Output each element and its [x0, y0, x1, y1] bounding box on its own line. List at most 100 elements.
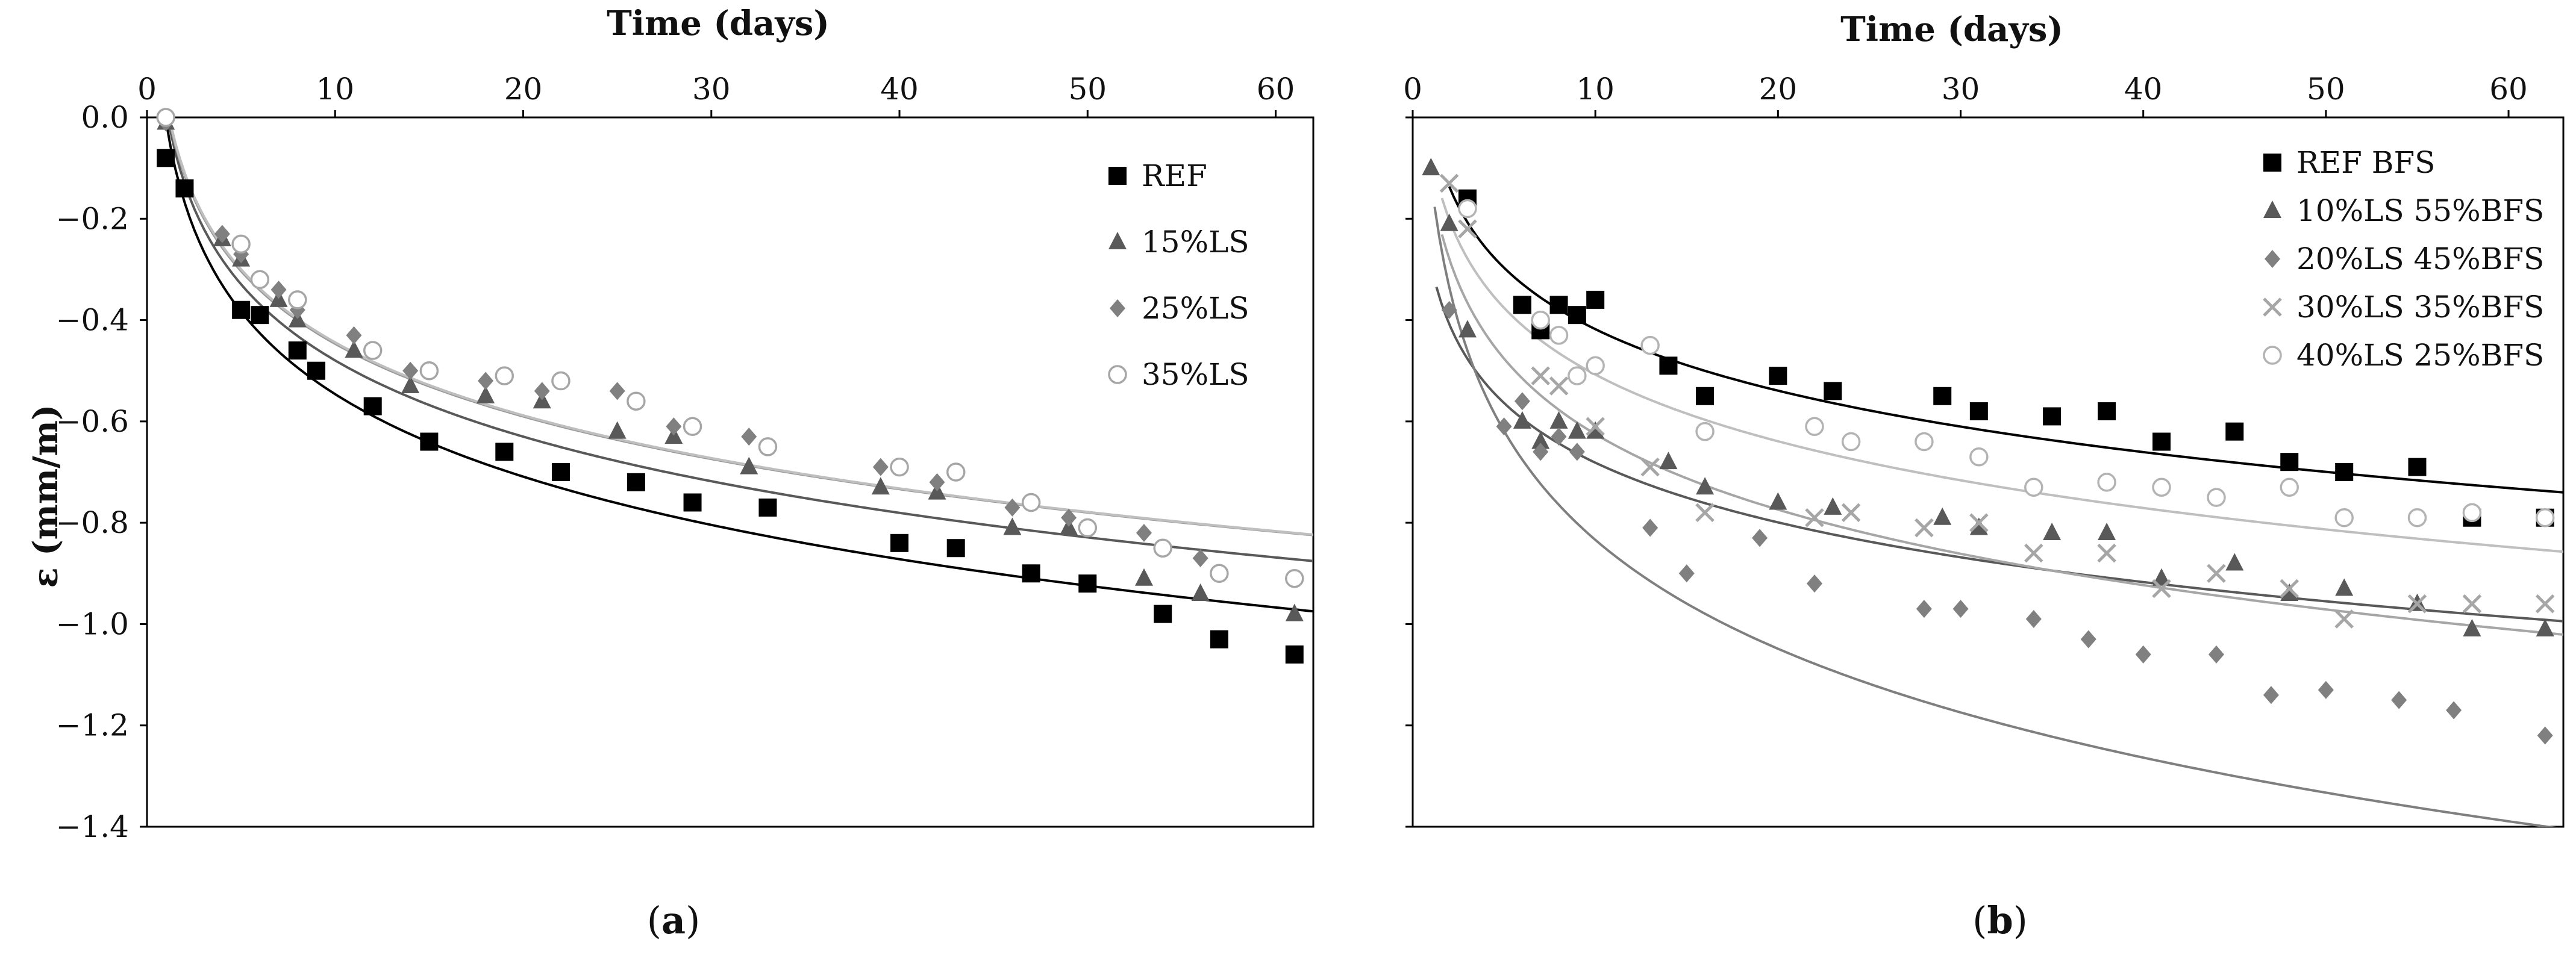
chart-a-point-35pctls — [1285, 568, 1304, 588]
chart-b-point-20pctls-45pctbfs — [1752, 529, 1768, 547]
chart-b-point-30pctls-35pctbfs — [1549, 376, 1569, 396]
chart-b-frame — [1411, 116, 2565, 828]
chart-a-point-35pctls — [890, 457, 909, 477]
chart-panel-b: 0 10 20 30 40 50 60 Time (days) REF BFS 10%LS 55%… — [1403, 10, 2565, 828]
chart-a-point-ref — [946, 539, 965, 558]
chart-a-point-ref — [890, 533, 909, 552]
chart-a-point-35pctls — [627, 391, 646, 411]
chart-b-xtick-label: 60 — [2489, 72, 2528, 107]
chart-a-series-35pctls — [156, 108, 1304, 588]
chart-a-point-25pctls — [1004, 498, 1021, 517]
chart-a-legend-marker-35pctls — [1108, 365, 1127, 384]
chart-b-point-10pctls-55pctbfs — [1769, 492, 1787, 510]
chart-b-series-30pctls-35pctbfs — [1439, 173, 2555, 629]
chart-a-point-25pctls — [1061, 508, 1077, 527]
chart-b-series-20pctls-45pctbfs — [1441, 300, 2553, 745]
chart-a-point-25pctls — [609, 382, 625, 400]
chart-b-point-30pctls-35pctbfs — [1640, 457, 1660, 477]
chart-b-point-ref-bfs — [1549, 296, 1568, 314]
chart-b-xtick-label: 20 — [1759, 72, 1798, 107]
chart-a-point-ref — [1210, 630, 1228, 649]
chart-a-point-35pctls — [551, 371, 571, 391]
chart-a-legend-label-35pctls: 35%LS — [1142, 357, 1249, 392]
chart-b-point-30pctls-35pctbfs — [2334, 609, 2354, 629]
chart-b-point-ref-bfs — [1696, 387, 1715, 405]
chart-b-legend-marker-20pctls-45pctbfs — [2265, 250, 2280, 268]
chart-a-ytick-label: −1.0 — [56, 606, 129, 641]
chart-a-point-ref — [495, 443, 514, 461]
chart-a-ytick-label: 0.0 — [81, 100, 129, 135]
chart-a-point-35pctls — [363, 341, 383, 360]
chart-b-point-10pctls-55pctbfs — [2280, 583, 2299, 601]
chart-b-point-10pctls-55pctbfs — [2043, 522, 2062, 540]
chart-b-point-30pctls-35pctbfs — [1531, 366, 1550, 385]
chart-b-point-20pctls-45pctbfs — [2391, 691, 2407, 709]
chart-a-point-25pctls — [1192, 549, 1208, 568]
chart-b-point-40pctls-25pctbfs — [1549, 326, 1569, 345]
chart-b-point-40pctls-25pctbfs — [1805, 417, 1824, 437]
chart-a-trendline-ref — [164, 119, 1313, 613]
chart-b-point-20pctls-45pctbfs — [1514, 392, 1530, 411]
chart-b-point-30pctls-35pctbfs — [1695, 503, 1715, 523]
chart-a-point-35pctls — [1153, 538, 1172, 558]
chart-a-xtick-label: 10 — [316, 72, 354, 107]
chart-a-trendline-15pctls — [166, 117, 1313, 562]
chart-a-point-35pctls — [250, 270, 270, 290]
chart-b-point-20pctls-45pctbfs — [1806, 574, 1822, 593]
chart-a-point-15pctls — [871, 477, 890, 495]
chart-b-point-20pctls-45pctbfs — [1678, 564, 1695, 583]
chart-a-legend-label-ref: REF — [1142, 158, 1207, 193]
chart-a-xtick-label: 20 — [504, 72, 543, 107]
chart-b-xtick-label: 40 — [2124, 72, 2163, 107]
chart-b-point-20pctls-45pctbfs — [1916, 600, 1932, 618]
chart-b-point-ref-bfs — [2098, 402, 2116, 421]
chart-a-point-15pctls — [345, 340, 363, 358]
chart-b-legend-marker-ref-bfs — [2263, 154, 2281, 172]
caption-a: (a) — [647, 898, 701, 942]
chart-b-point-20pctls-45pctbfs — [2263, 686, 2279, 705]
chart-a-point-15pctls — [477, 385, 495, 403]
chart-b-point-40pctls-25pctbfs — [1969, 447, 1989, 467]
chart-b-point-10pctls-55pctbfs — [1969, 517, 1988, 535]
chart-a-point-ref — [175, 179, 194, 198]
chart-b-point-30pctls-35pctbfs — [1458, 219, 1477, 238]
chart-b-point-ref-bfs — [1969, 402, 1988, 421]
chart-b-point-20pctls-45pctbfs — [2318, 680, 2334, 699]
chart-b-point-ref-bfs — [2225, 422, 2244, 441]
chart-a-point-ref — [627, 473, 645, 491]
chart-a-xtick-label: 50 — [1068, 72, 1107, 107]
chart-b-xtick-label: 30 — [1942, 72, 1980, 107]
chart-a-point-35pctls — [1078, 518, 1098, 538]
chart-b-legend-label-ref-bfs: REF BFS — [2296, 145, 2435, 180]
chart-a-ytick-label: −1.4 — [56, 809, 129, 844]
chart-b-point-ref-bfs — [2280, 453, 2299, 471]
chart-b-point-10pctls-55pctbfs — [2463, 618, 2481, 636]
chart-a-point-15pctls — [401, 375, 420, 393]
chart-a-ytick-label: −0.8 — [56, 505, 129, 540]
chart-b-point-30pctls-35pctbfs — [1439, 173, 1459, 193]
chart-b-point-40pctls-25pctbfs — [1695, 422, 1715, 441]
chart-a-point-35pctls — [419, 361, 439, 381]
chart-b-point-20pctls-45pctbfs — [1952, 600, 1969, 618]
chart-b-point-20pctls-45pctbfs — [2025, 610, 2042, 629]
chart-b-point-10pctls-55pctbfs — [1422, 158, 1440, 176]
chart-a-point-35pctls — [288, 290, 307, 310]
chart-b-point-ref-bfs — [2408, 458, 2427, 476]
chart-b-trendline-30pctls-35pctbfs — [1440, 234, 2563, 636]
chart-a-point-ref — [758, 498, 777, 517]
chart-b-point-30pctls-35pctbfs — [2280, 579, 2299, 599]
chart-a-ytick-label: −1.2 — [56, 708, 129, 743]
chart-b-point-10pctls-55pctbfs — [1824, 497, 1842, 515]
chart-a-point-ref — [683, 493, 702, 512]
chart-a-point-ref — [420, 432, 439, 451]
chart-b-legend-label-40pctls-25pctbfs: 40%LS 25%BFS — [2296, 338, 2544, 373]
chart-a-point-35pctls — [1021, 493, 1041, 512]
chart-b-point-40pctls-25pctbfs — [1531, 310, 1550, 330]
chart-b-point-40pctls-25pctbfs — [1568, 366, 1587, 385]
chart-a-xtick-label: 30 — [692, 72, 731, 107]
chart-b-point-10pctls-55pctbfs — [1933, 507, 1952, 525]
chart-a-legend-marker-ref — [1108, 167, 1127, 185]
chart-a-point-15pctls — [608, 421, 627, 439]
chart-a-legend-label-25pctls: 25%LS — [1142, 291, 1249, 326]
chart-b-point-30pctls-35pctbfs — [2407, 594, 2427, 614]
